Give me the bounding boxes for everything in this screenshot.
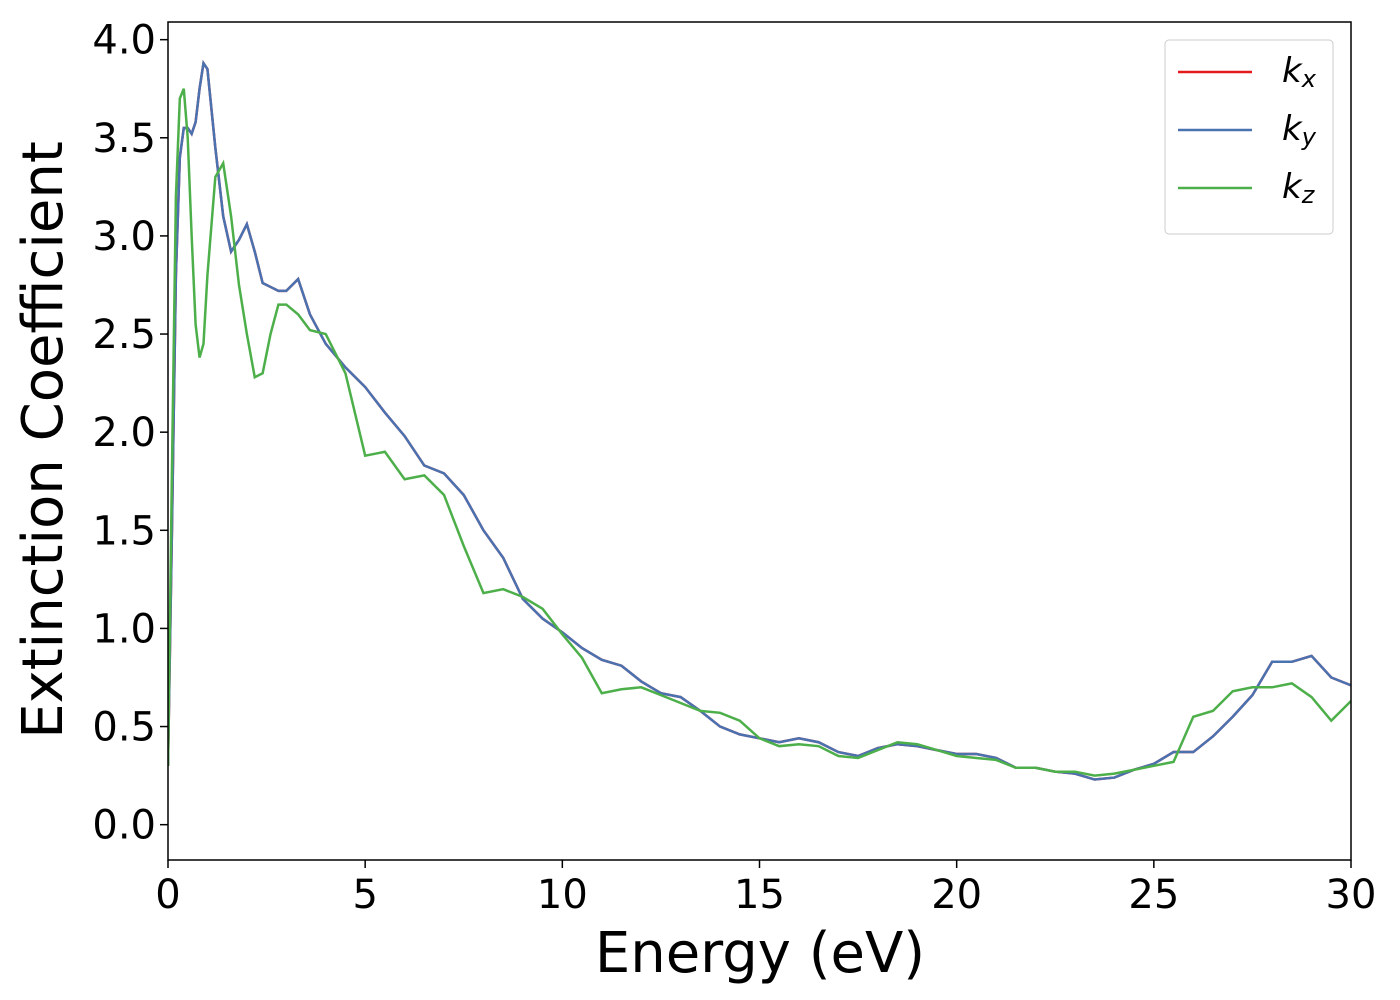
legend-label: kz xyxy=(1282,167,1316,210)
x-tick-label: 25 xyxy=(1128,872,1179,918)
y-tick-label: 3.0 xyxy=(92,214,156,260)
plot-frame xyxy=(167,21,1352,861)
x-tick-label: 30 xyxy=(1326,872,1377,918)
legend-label: ky xyxy=(1282,109,1317,152)
y-tick-label: 1.5 xyxy=(92,508,156,554)
legend-box xyxy=(1164,39,1334,235)
y-tick-label: 4.0 xyxy=(92,18,156,64)
y-tick-label: 0.0 xyxy=(92,803,156,849)
y-tick-label: 2.5 xyxy=(92,312,156,358)
y-axis-label: Extinction Coefficient xyxy=(11,141,76,739)
x-tick-label: 5 xyxy=(352,872,377,918)
legend: kx ky kz xyxy=(1164,39,1334,235)
series-line xyxy=(168,88,1351,777)
y-tick-label: 3.5 xyxy=(92,116,156,162)
y-tick-label: 2.0 xyxy=(92,410,156,456)
x-axis-label: Energy (eV) xyxy=(595,921,925,986)
series-line xyxy=(168,59,1351,781)
y-tick-label: 1.0 xyxy=(92,606,156,652)
x-tick-label: 15 xyxy=(734,872,785,918)
x-tick-label: 0 xyxy=(155,872,180,918)
x-tick-label: 20 xyxy=(931,872,982,918)
x-tick-label: 10 xyxy=(537,872,588,918)
y-tick-label: 0.5 xyxy=(92,705,156,751)
legend-label: kx xyxy=(1282,51,1317,94)
